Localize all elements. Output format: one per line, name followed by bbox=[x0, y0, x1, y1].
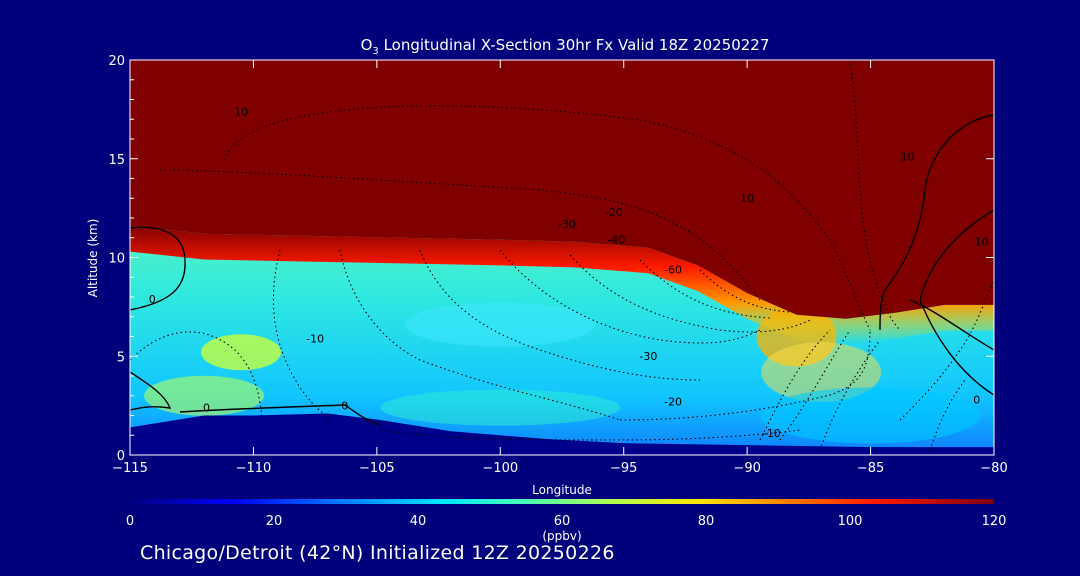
contour-dotted bbox=[779, 329, 851, 441]
contour-label: 10 bbox=[975, 236, 989, 249]
ozone-feature bbox=[201, 334, 282, 371]
contour-label: -30 bbox=[558, 218, 576, 231]
contour-solid bbox=[879, 114, 994, 331]
contour-dotted bbox=[130, 331, 263, 421]
y-axis-label: Altitude (km) bbox=[86, 219, 100, 298]
x-tick-label: −80 bbox=[980, 461, 1007, 476]
contour-label: -20 bbox=[664, 396, 682, 409]
x-axis: −115 −110 −105 −100 −95 −90 −85 −80 bbox=[112, 60, 1008, 476]
contour-solid bbox=[130, 226, 186, 311]
contour-label: 10 bbox=[234, 105, 248, 118]
colorbar bbox=[130, 499, 994, 504]
colorbar-tick-label: 20 bbox=[266, 514, 283, 529]
contour-label: -60 bbox=[664, 263, 682, 276]
contour-label: -30 bbox=[639, 350, 657, 363]
contour-dotted bbox=[619, 329, 871, 421]
contour-dotted bbox=[379, 429, 801, 441]
contour-solid bbox=[919, 209, 994, 396]
colorbar-tick-label: 100 bbox=[838, 514, 863, 529]
ozone-feature bbox=[380, 389, 621, 426]
contour-dotted bbox=[569, 254, 811, 333]
contour-dotted bbox=[759, 329, 831, 441]
ozone-contours bbox=[130, 60, 994, 451]
contour-dotted bbox=[929, 379, 966, 451]
contour-dotted bbox=[819, 339, 881, 451]
x-tick-label: −105 bbox=[359, 461, 395, 476]
ozone-feature bbox=[144, 375, 265, 416]
contour-label: -20 bbox=[605, 206, 623, 219]
x-tick-label: −85 bbox=[857, 461, 884, 476]
contour-label: -10 bbox=[763, 427, 781, 440]
colorbar-ticks: 0 20 40 60 80 100 120 bbox=[126, 514, 1007, 529]
contour-label: 0 bbox=[149, 293, 156, 306]
y-tick-label: 0 bbox=[117, 449, 125, 464]
colorbar-tick-label: 40 bbox=[410, 514, 427, 529]
contour-label: 0 bbox=[341, 400, 348, 413]
tropopause-gradient bbox=[130, 225, 994, 345]
ozone-features bbox=[144, 302, 981, 444]
contour-label: 10 bbox=[901, 151, 915, 164]
stratosphere-field bbox=[130, 60, 994, 319]
colorbar-label: (ppbv) bbox=[542, 529, 581, 543]
y-tick-label: 5 bbox=[117, 350, 125, 365]
colorbar-tick-label: 80 bbox=[698, 514, 715, 529]
plot-area: 10 -20 -30 -40 10 10 10 -60 0 -10 -30 -20 0 0 -10 0 bbox=[130, 60, 994, 455]
contour-dotted bbox=[159, 169, 761, 301]
contour-dotted bbox=[224, 105, 871, 331]
colorbar-tick-label: 120 bbox=[982, 514, 1007, 529]
colorbar-tick-label: 0 bbox=[126, 514, 134, 529]
contour-dotted bbox=[339, 249, 621, 421]
contour-solid bbox=[130, 371, 172, 411]
contour-dotted bbox=[699, 269, 791, 313]
contour-dotted bbox=[272, 249, 331, 421]
contour-dotted bbox=[639, 259, 771, 319]
y-tick-label: 15 bbox=[108, 153, 125, 168]
x-axis-label: Longitude bbox=[532, 483, 592, 497]
colorbar-tick-label: 60 bbox=[554, 514, 571, 529]
y-tick-label: 10 bbox=[108, 252, 125, 267]
ozone-feature bbox=[761, 342, 882, 403]
contour-dotted bbox=[499, 249, 761, 344]
x-tick-label: −115 bbox=[112, 461, 148, 476]
contour-solid bbox=[909, 299, 994, 351]
chart-title: O3 Longitudinal X-Section 30hr Fx Valid … bbox=[361, 36, 770, 57]
x-tick-label: −100 bbox=[482, 461, 518, 476]
ozone-feature bbox=[405, 302, 596, 347]
contour-label: -40 bbox=[607, 234, 625, 247]
contour-label: 0 bbox=[973, 394, 980, 407]
contour-solid bbox=[179, 404, 381, 426]
footer-caption: Chicago/Detroit (42°N) Initialized 12Z 2… bbox=[140, 542, 615, 564]
x-tick-label: −90 bbox=[733, 461, 760, 476]
y-axis: 0 5 10 15 20 bbox=[108, 54, 994, 464]
x-tick-label: −95 bbox=[610, 461, 637, 476]
y-tick-label: 20 bbox=[108, 54, 125, 69]
contour-label: -10 bbox=[306, 332, 324, 345]
surface-low-ozone bbox=[130, 413, 994, 455]
contour-labels: 10 -20 -30 -40 10 10 10 -60 0 -10 -30 -20 0 0 -10 0 bbox=[149, 105, 989, 440]
contour-dotted bbox=[849, 60, 901, 331]
ozone-feature bbox=[760, 387, 981, 444]
contour-label: 10 bbox=[740, 192, 754, 205]
x-tick-label: −110 bbox=[236, 461, 272, 476]
contour-label: 0 bbox=[203, 402, 210, 415]
